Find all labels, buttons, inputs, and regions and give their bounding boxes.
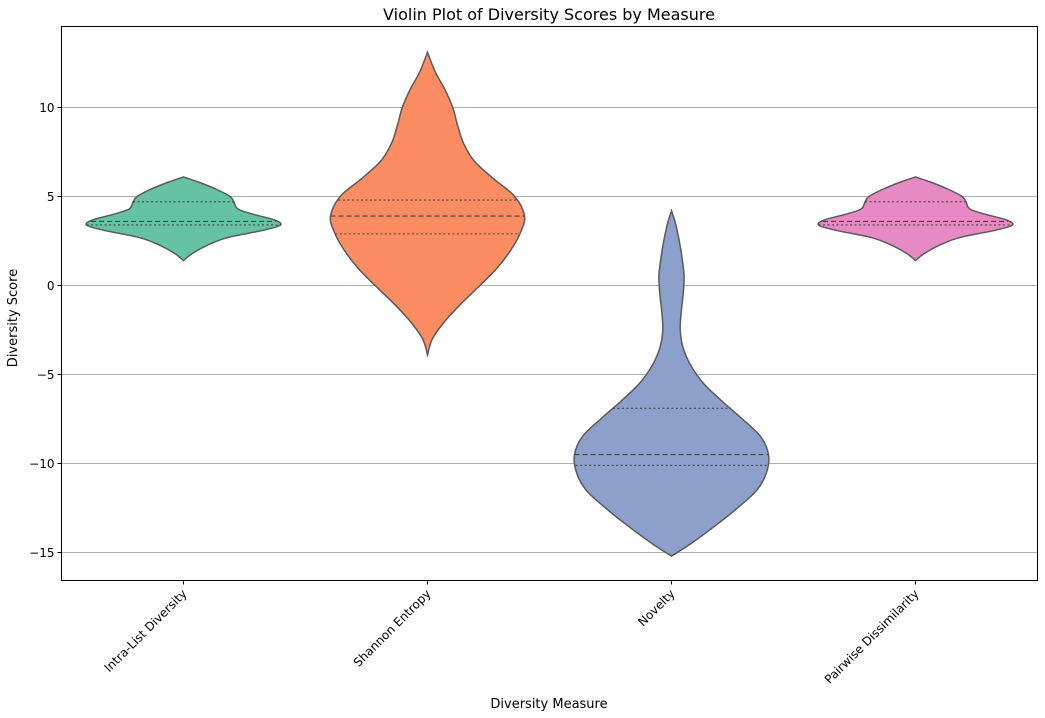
y-tick-label: 5 xyxy=(47,190,55,204)
y-tick-label: −10 xyxy=(29,457,54,471)
violin-body xyxy=(573,208,770,557)
x-tick-label: Novelty xyxy=(635,587,677,629)
violin-3 xyxy=(817,176,1014,262)
y-tick-label: −15 xyxy=(29,546,54,560)
y-tick-label: −5 xyxy=(37,368,55,382)
plot-frame xyxy=(61,26,1038,581)
violin-2 xyxy=(573,208,770,557)
y-tick-label: 10 xyxy=(39,101,54,115)
x-axis-label: Diversity Measure xyxy=(490,697,607,712)
y-tick-label: 0 xyxy=(47,279,55,293)
x-tick-label: Pairwise Dissimilarity xyxy=(822,587,922,687)
violin-0 xyxy=(85,176,282,262)
x-tick-label: Shannon Entropy xyxy=(351,587,434,670)
violin-1 xyxy=(329,50,526,358)
violin-body xyxy=(329,50,526,358)
y-axis-label: Diversity Score xyxy=(6,269,21,367)
grid xyxy=(61,107,1038,553)
violin-body xyxy=(85,176,282,262)
violins xyxy=(85,50,1014,557)
x-tick-label: Intra-List Diversity xyxy=(101,587,189,675)
y-axis: −15 −10 −5 0 5 10 xyxy=(29,101,62,560)
violin-body xyxy=(817,176,1014,262)
x-axis: Intra-List Diversity Shannon Entropy Novel… xyxy=(101,580,922,687)
chart-title: Violin Plot of Diversity Scores by Measu… xyxy=(383,5,715,24)
